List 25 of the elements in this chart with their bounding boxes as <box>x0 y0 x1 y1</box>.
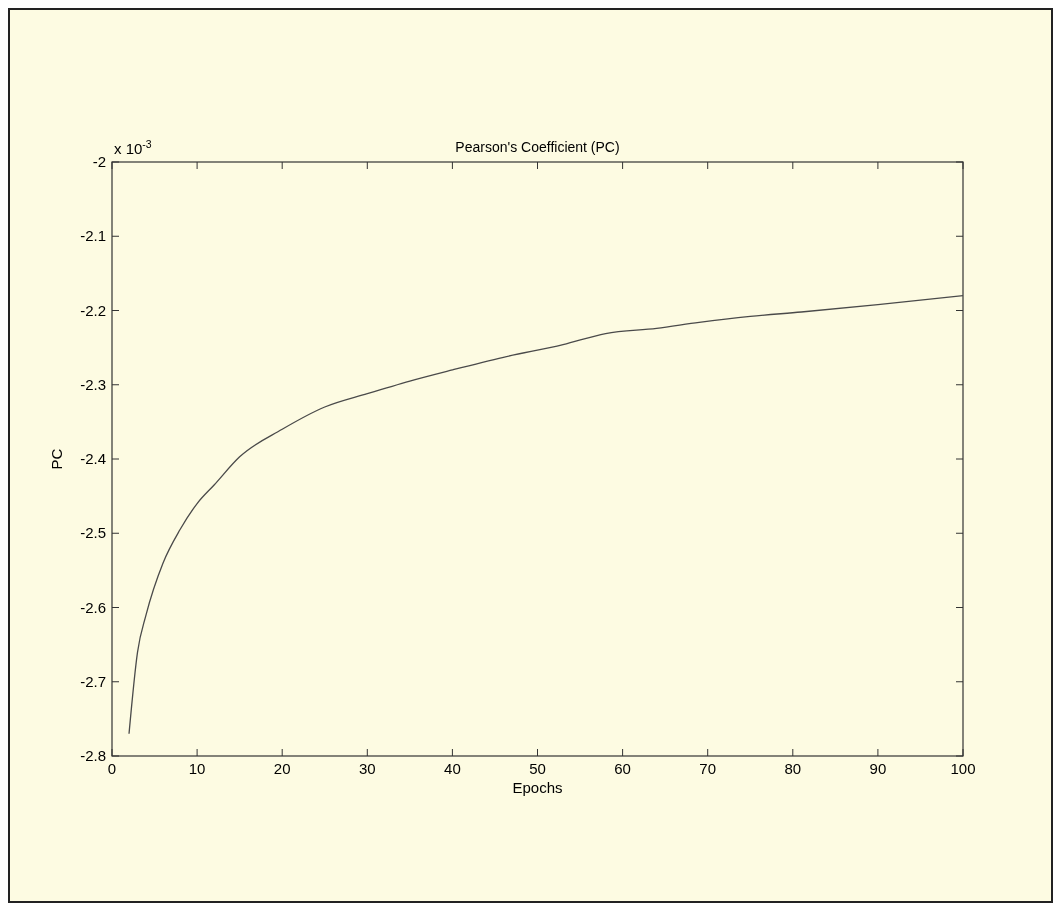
text: x 10$^{-3}$ <box>114 138 152 157</box>
x-tick-label: 100 <box>950 760 976 777</box>
x-tick-label: 10 <box>188 760 206 777</box>
y-tick-label: -2.5 <box>80 524 106 542</box>
x-tick-label: 60 <box>614 760 631 777</box>
y-tick-label: -2 <box>92 153 106 170</box>
x-tick-label: 0 <box>107 760 117 777</box>
y-tick-label: -2.4 <box>80 450 106 467</box>
y-tick-label: -2.6 <box>80 598 106 616</box>
x-tick-label: 50 <box>529 760 546 777</box>
y-tick-label: -2.3 <box>80 375 106 393</box>
x-tick-label: 20 <box>273 760 291 777</box>
x-tick-label: 30 <box>358 760 376 777</box>
y-tick-label: -2.1 <box>80 227 106 245</box>
x-tick-label: 40 <box>444 760 461 777</box>
x-tick-label: 70 <box>699 760 717 777</box>
x-tick-label: 90 <box>869 760 887 777</box>
y-tick-label: -2.7 <box>80 672 106 690</box>
y-axis-title: PC <box>48 448 65 470</box>
chart-title: Pearson's Coefficient (PC) <box>455 139 620 155</box>
line-series <box>128 295 964 735</box>
y-tick-label: -2.2 <box>80 301 106 319</box>
x-tick-label: 80 <box>784 760 802 777</box>
x-axis-title: Epochs <box>512 779 563 796</box>
y-tick-label: -2.8 <box>80 747 106 764</box>
